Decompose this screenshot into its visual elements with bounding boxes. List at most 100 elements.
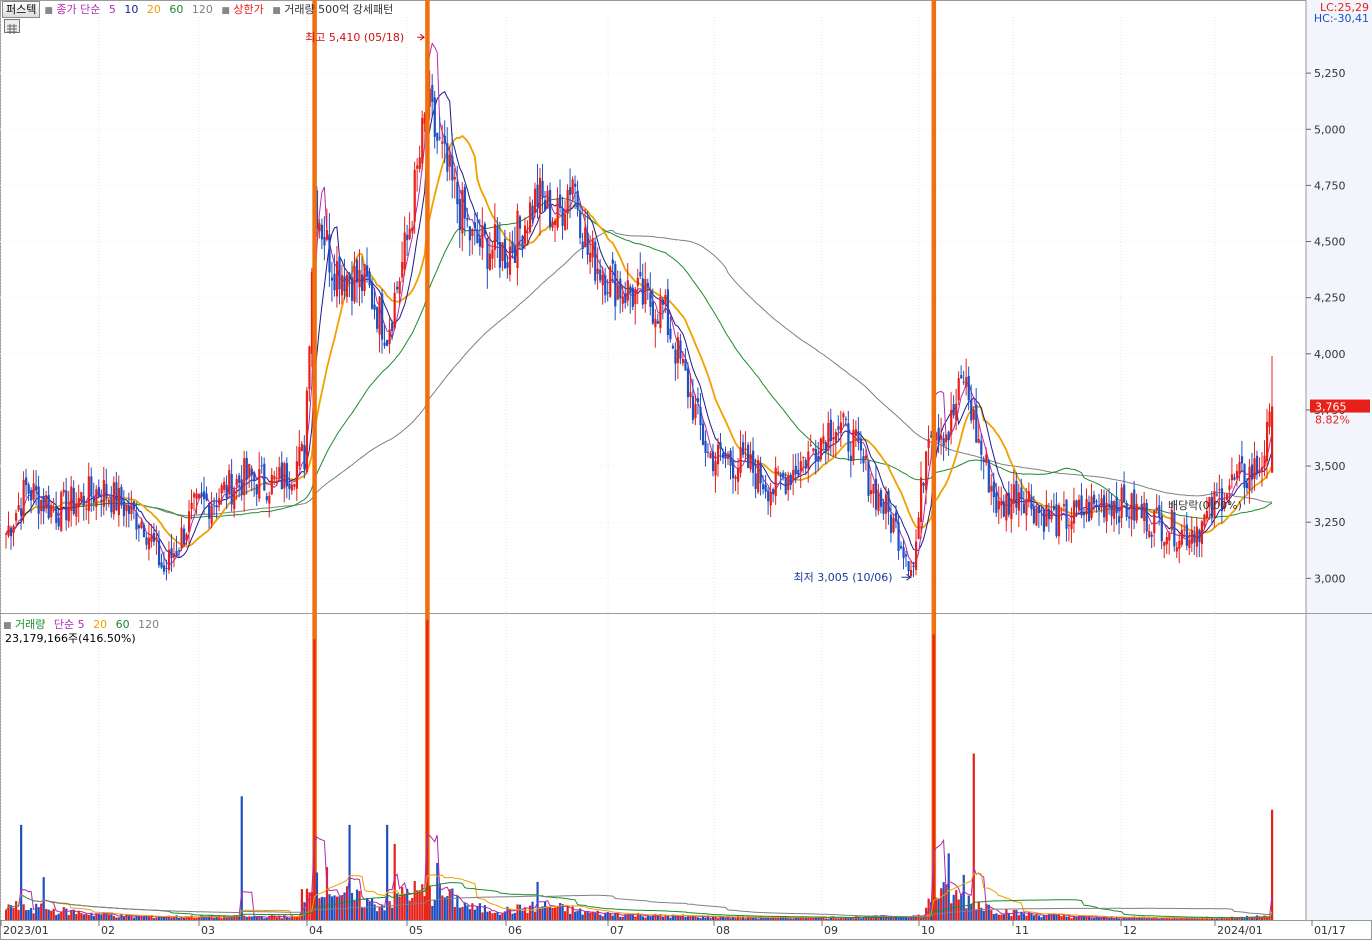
- candle-body[interactable]: [411, 227, 414, 232]
- volume-bar[interactable]: [350, 892, 354, 920]
- volume-bar[interactable]: [443, 897, 446, 920]
- volume-bar[interactable]: [842, 918, 845, 920]
- volume-bar[interactable]: [1138, 917, 1141, 920]
- volume-bar[interactable]: [386, 824, 389, 920]
- volume-bar[interactable]: [446, 896, 449, 920]
- candle-body[interactable]: [423, 113, 426, 125]
- candle-body[interactable]: [408, 228, 411, 239]
- candle-body[interactable]: [90, 476, 93, 496]
- candle-body[interactable]: [498, 242, 502, 268]
- candle-body[interactable]: [706, 451, 710, 453]
- candle-body[interactable]: [476, 229, 479, 244]
- volume-bar[interactable]: [426, 620, 429, 920]
- volume-bar[interactable]: [223, 915, 226, 920]
- candle-body[interactable]: [135, 512, 138, 530]
- volume-bar[interactable]: [777, 916, 780, 920]
- limit-up-label[interactable]: 상한가: [233, 3, 264, 16]
- candle-body[interactable]: [310, 272, 314, 354]
- volume-bar[interactable]: [1178, 918, 1181, 920]
- volume-bar[interactable]: [691, 915, 695, 920]
- candle-body[interactable]: [907, 561, 910, 572]
- candle-body[interactable]: [920, 477, 923, 523]
- volume-bar[interactable]: [162, 917, 166, 920]
- candle-body[interactable]: [1055, 504, 1058, 537]
- volume-bar[interactable]: [493, 912, 497, 920]
- candle-body[interactable]: [255, 484, 258, 495]
- candle-body[interactable]: [1047, 508, 1051, 520]
- candle-body[interactable]: [371, 281, 374, 309]
- candle-body[interactable]: [952, 404, 955, 416]
- volume-bar[interactable]: [1268, 916, 1271, 920]
- candle-body[interactable]: [401, 262, 404, 278]
- candle-body[interactable]: [528, 202, 532, 233]
- candle-body[interactable]: [1163, 541, 1166, 546]
- volume-bar[interactable]: [1150, 918, 1153, 920]
- candle-body[interactable]: [1263, 455, 1266, 467]
- candle-body[interactable]: [601, 274, 604, 286]
- candle-body[interactable]: [413, 169, 416, 222]
- volume-bar[interactable]: [268, 915, 271, 920]
- candle-body[interactable]: [1200, 521, 1204, 545]
- volume-bar[interactable]: [305, 888, 309, 920]
- volume-bar[interactable]: [940, 888, 943, 920]
- volume-bar[interactable]: [716, 918, 720, 920]
- candle-body[interactable]: [729, 450, 732, 466]
- volume-ma60-line[interactable]: [5, 882, 1273, 919]
- candle-body[interactable]: [1000, 500, 1003, 506]
- volume-bar[interactable]: [711, 915, 715, 920]
- volume-bar[interactable]: [744, 918, 747, 920]
- volume-bar[interactable]: [1093, 917, 1096, 920]
- volume-ma-type[interactable]: 단순 5: [53, 618, 85, 631]
- candle-body[interactable]: [631, 287, 634, 307]
- volume-bar[interactable]: [177, 917, 181, 920]
- volume-bar[interactable]: [503, 911, 507, 920]
- candle-body[interactable]: [842, 413, 845, 418]
- volume-bar[interactable]: [243, 915, 246, 920]
- candle-body[interactable]: [807, 451, 810, 469]
- volume-bar[interactable]: [621, 916, 624, 920]
- candle-body[interactable]: [1213, 491, 1216, 517]
- candle-body[interactable]: [1153, 510, 1156, 534]
- volume-bar[interactable]: [1042, 915, 1046, 920]
- volume-bar[interactable]: [280, 918, 283, 920]
- candle-body[interactable]: [1223, 502, 1226, 509]
- volume-bar[interactable]: [932, 634, 935, 920]
- volume-bar[interactable]: [586, 912, 589, 920]
- candle-body[interactable]: [852, 429, 855, 461]
- candle-body[interactable]: [250, 468, 253, 476]
- volume-bar[interactable]: [240, 796, 243, 920]
- volume-bar[interactable]: [473, 909, 476, 920]
- candle-body[interactable]: [117, 487, 121, 516]
- volume-bar[interactable]: [694, 915, 697, 920]
- volume-bar[interactable]: [1133, 916, 1136, 920]
- volume-bar[interactable]: [724, 918, 727, 920]
- volume-bar[interactable]: [749, 917, 752, 920]
- candle-body[interactable]: [511, 241, 514, 253]
- volume-bar[interactable]: [190, 915, 193, 920]
- candle-body[interactable]: [330, 277, 334, 281]
- candle-body[interactable]: [1120, 487, 1123, 518]
- volume-bar[interactable]: [1050, 914, 1053, 920]
- volume-bar[interactable]: [809, 918, 812, 920]
- volume-bar[interactable]: [581, 914, 584, 920]
- candle-body[interactable]: [373, 304, 376, 310]
- volume-bar[interactable]: [543, 901, 547, 920]
- volume-bar[interactable]: [102, 912, 105, 920]
- candle-body[interactable]: [288, 483, 291, 489]
- candle-body[interactable]: [714, 461, 717, 476]
- volume-bar[interactable]: [719, 916, 722, 920]
- candle-body[interactable]: [55, 506, 58, 523]
- volume-bar[interactable]: [42, 877, 45, 920]
- candle-body[interactable]: [188, 511, 191, 532]
- volume-bar[interactable]: [82, 914, 85, 920]
- candle-body[interactable]: [235, 479, 238, 486]
- candle-body[interactable]: [1017, 492, 1020, 511]
- candle-body[interactable]: [67, 506, 70, 522]
- candle-body[interactable]: [857, 431, 860, 441]
- volume-bar[interactable]: [782, 916, 785, 920]
- volume-bar[interactable]: [100, 914, 103, 920]
- candle-body[interactable]: [1185, 524, 1188, 546]
- candle-body[interactable]: [894, 512, 898, 522]
- candle-body[interactable]: [228, 469, 231, 495]
- candle-body[interactable]: [752, 450, 755, 473]
